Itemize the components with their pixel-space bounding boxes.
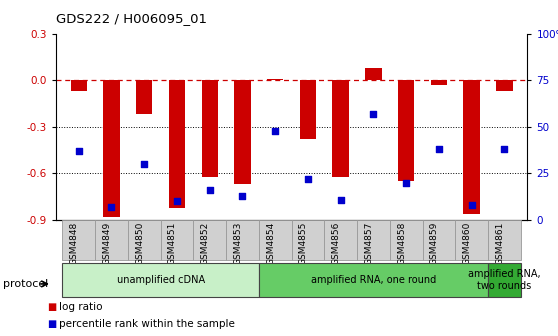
- Bar: [234, 80, 251, 184]
- Text: log ratio: log ratio: [59, 302, 102, 312]
- Text: GSM4848: GSM4848: [70, 222, 79, 265]
- Text: unamplified cDNA: unamplified cDNA: [117, 275, 205, 285]
- Bar: [95, 220, 128, 260]
- Bar: [226, 220, 259, 260]
- Bar: [267, 79, 283, 80]
- Bar: [128, 220, 161, 260]
- Point: [336, 197, 345, 202]
- Point: [238, 193, 247, 199]
- Bar: [390, 220, 422, 260]
- Bar: [300, 80, 316, 139]
- Bar: [62, 263, 259, 297]
- Text: amplified RNA,
two rounds: amplified RNA, two rounds: [468, 269, 541, 291]
- Text: percentile rank within the sample: percentile rank within the sample: [59, 319, 234, 329]
- Bar: [169, 80, 185, 208]
- Bar: [201, 80, 218, 177]
- Point: [369, 111, 378, 117]
- Bar: [365, 68, 382, 80]
- Bar: [193, 220, 226, 260]
- Point: [74, 149, 83, 154]
- Point: [107, 204, 116, 210]
- Point: [435, 146, 444, 152]
- Text: amplified RNA, one round: amplified RNA, one round: [311, 275, 436, 285]
- Text: GSM4850: GSM4850: [135, 222, 144, 265]
- Text: GSM4861: GSM4861: [496, 222, 504, 265]
- Bar: [464, 80, 480, 214]
- Bar: [136, 80, 152, 114]
- Point: [205, 187, 214, 193]
- Point: [402, 180, 411, 185]
- Bar: [496, 80, 513, 91]
- Text: protocol: protocol: [3, 279, 48, 289]
- Bar: [488, 220, 521, 260]
- Bar: [70, 80, 87, 91]
- Bar: [103, 80, 119, 217]
- Text: GSM4854: GSM4854: [266, 222, 275, 265]
- Text: ■: ■: [47, 302, 57, 312]
- Text: GSM4859: GSM4859: [430, 222, 439, 265]
- Text: ■: ■: [47, 319, 57, 329]
- Bar: [333, 80, 349, 177]
- Text: GSM4858: GSM4858: [397, 222, 406, 265]
- Bar: [259, 220, 291, 260]
- Text: GSM4857: GSM4857: [364, 222, 373, 265]
- Text: GSM4852: GSM4852: [201, 222, 210, 265]
- Text: GDS222 / H006095_01: GDS222 / H006095_01: [56, 12, 207, 25]
- Point: [271, 128, 280, 133]
- Text: GSM4853: GSM4853: [233, 222, 242, 265]
- Bar: [291, 220, 324, 260]
- Bar: [62, 220, 95, 260]
- Bar: [324, 220, 357, 260]
- Point: [140, 162, 148, 167]
- Bar: [259, 263, 488, 297]
- Point: [467, 203, 476, 208]
- Text: GSM4860: GSM4860: [463, 222, 472, 265]
- Bar: [431, 80, 447, 85]
- Point: [500, 146, 509, 152]
- Point: [172, 199, 181, 204]
- Bar: [455, 220, 488, 260]
- Text: GSM4851: GSM4851: [168, 222, 177, 265]
- Bar: [422, 220, 455, 260]
- Bar: [357, 220, 390, 260]
- Bar: [161, 220, 193, 260]
- Bar: [488, 263, 521, 297]
- Bar: [398, 80, 415, 181]
- Point: [304, 176, 312, 182]
- Text: GSM4855: GSM4855: [299, 222, 308, 265]
- Text: GSM4849: GSM4849: [103, 222, 112, 265]
- Text: GSM4856: GSM4856: [331, 222, 341, 265]
